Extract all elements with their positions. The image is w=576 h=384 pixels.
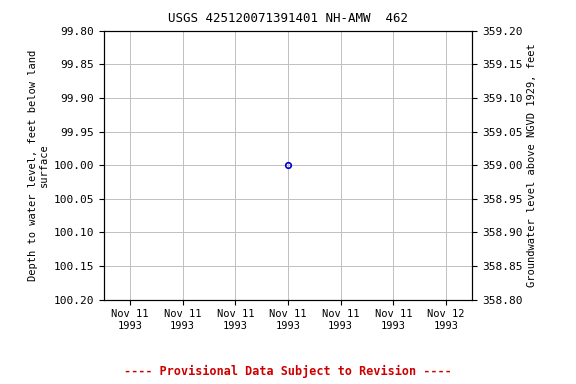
Title: USGS 425120071391401 NH-AMW  462: USGS 425120071391401 NH-AMW 462	[168, 12, 408, 25]
Y-axis label: Groundwater level above NGVD 1929, feet: Groundwater level above NGVD 1929, feet	[526, 43, 537, 287]
Y-axis label: Depth to water level, feet below land
surface: Depth to water level, feet below land su…	[28, 50, 50, 281]
Text: ---- Provisional Data Subject to Revision ----: ---- Provisional Data Subject to Revisio…	[124, 365, 452, 378]
